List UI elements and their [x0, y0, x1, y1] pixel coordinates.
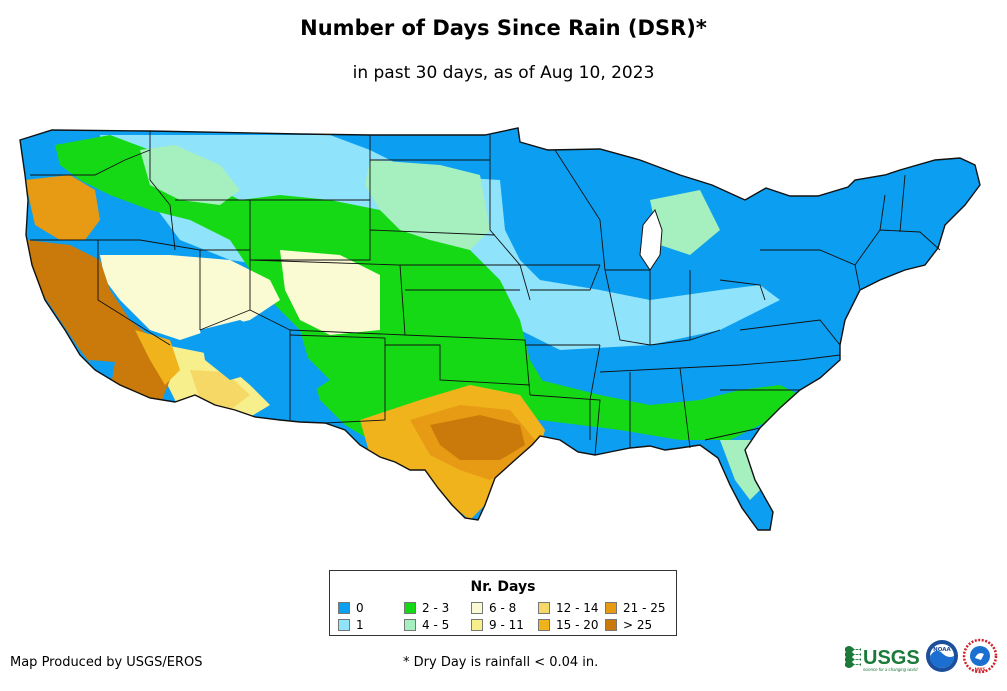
legend-label-6: 12 - 14: [556, 601, 599, 615]
legend-label-4: 6 - 8: [489, 601, 517, 615]
legend-swatch-4: [471, 602, 483, 614]
legend-swatch-3: [404, 619, 416, 631]
legend-swatch-5: [471, 619, 483, 631]
legend-swatch-2: [404, 602, 416, 614]
legend-swatch-8: [605, 602, 617, 614]
legend: Nr. Days 0 1 2 - 3 4 - 5 6 - 8 9 - 11 12…: [329, 570, 677, 636]
noaa-wordmark: NOAA: [933, 647, 951, 653]
legend-swatch-7: [538, 619, 550, 631]
nws-logo: NWS: [962, 638, 998, 674]
legend-label-8: 21 - 25: [623, 601, 666, 615]
legend-title: Nr. Days: [470, 579, 536, 595]
dry-day-footnote: * Dry Day is rainfall < 0.04 in.: [403, 655, 599, 670]
legend-swatch-6: [538, 602, 550, 614]
usgs-tagline: science for a changing world: [863, 667, 918, 672]
legend-label-1: 1: [356, 618, 364, 632]
legend-label-0: 0: [356, 601, 364, 615]
legend-label-5: 9 - 11: [489, 618, 524, 632]
legend-swatch-9: [605, 619, 617, 631]
usgs-logo: USGS science for a changing world: [845, 646, 919, 672]
nws-wordmark: NWS: [975, 667, 986, 672]
legend-label-9: > 25: [623, 618, 653, 632]
legend-label-3: 4 - 5: [422, 618, 450, 632]
dsr-map: [19, 127, 981, 531]
legend-label-2: 2 - 3: [422, 601, 450, 615]
usgs-wordmark: USGS: [863, 647, 919, 669]
noaa-logo: NOAA: [926, 640, 958, 672]
map-credit: Map Produced by USGS/EROS: [10, 655, 203, 670]
legend-swatch-1: [338, 619, 350, 631]
legend-swatch-0: [338, 602, 350, 614]
legend-label-7: 15 - 20: [556, 618, 599, 632]
map-title: Number of Days Since Rain (DSR)*: [300, 16, 707, 40]
map-subtitle: in past 30 days, as of Aug 10, 2023: [352, 63, 655, 83]
